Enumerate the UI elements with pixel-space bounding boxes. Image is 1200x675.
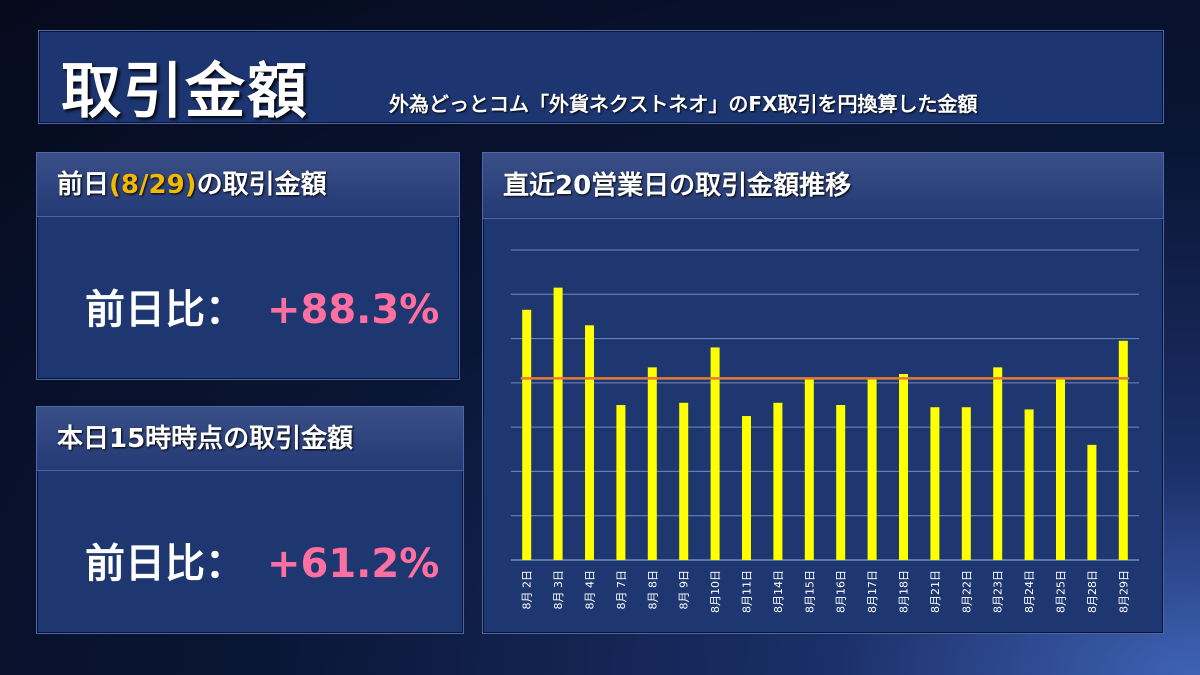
x-tick-label: 8月 3日 (552, 570, 565, 610)
x-tick-label: 8月10日 (709, 570, 722, 613)
bar (804, 378, 814, 560)
bar (647, 367, 657, 560)
bar (522, 309, 532, 560)
prev-day-label: 前日比： (85, 287, 245, 333)
x-tick-label: 8月 4日 (584, 570, 597, 610)
prev-day-heading-date: (8/29) (109, 170, 197, 200)
chart-heading: 直近20営業日の取引金額推移 (483, 153, 1163, 219)
x-tick-label: 8月22日 (960, 570, 973, 613)
today-label: 前日比： (85, 541, 245, 587)
x-tick-label: 8月 9日 (678, 570, 691, 610)
x-tick-label: 8月16日 (835, 570, 848, 613)
prev-day-heading: 前日(8/29)の取引金額 (37, 153, 459, 217)
bar (1087, 444, 1097, 560)
x-tick-label: 8月21日 (929, 570, 942, 613)
x-tick-label: 8月 2日 (521, 570, 534, 610)
header-panel: 取引金額 外為どっとコム「外貨ネクストネオ」のFX取引を円換算した金額 (38, 30, 1164, 127)
bar (616, 405, 626, 560)
page-title: 取引金額 (61, 57, 309, 127)
bar (742, 416, 751, 560)
x-tick-label: 8月23日 (992, 570, 1005, 613)
page-subtitle: 外為どっとコム「外貨ネクストネオ」のFX取引を円換算した金額 (389, 92, 978, 116)
bar (930, 407, 940, 560)
prev-day-panel: 前日(8/29)の取引金額 前日比： +88.3% (36, 152, 460, 380)
x-tick-label: 8月14日 (772, 570, 785, 613)
x-tick-label: 8月25日 (1055, 570, 1068, 613)
bar (993, 367, 1003, 560)
chart-panel: 直近20営業日の取引金額推移 8月 2日 8月 3日 8月 4日 8月 7日 8月 8日… (482, 152, 1164, 634)
today-panel: 本日15時時点の取引金額 前日比： +61.2% (36, 406, 464, 634)
bar (836, 405, 846, 560)
bar (1118, 340, 1128, 560)
prev-day-heading-pre: 前日 (57, 170, 110, 200)
today-value: +61.2% (267, 541, 440, 587)
today-heading: 本日15時時点の取引金額 (37, 407, 463, 471)
today-stat: 前日比： +61.2% (85, 531, 439, 589)
bar-chart: 8月 2日 8月 3日 8月 4日 8月 7日 8月 8日 8月 9日 8月10日 8月11日… (511, 249, 1139, 613)
x-tick-label: 8月11日 (741, 570, 754, 613)
bar (961, 407, 971, 560)
bar (1024, 409, 1034, 560)
bar (710, 347, 720, 560)
prev-day-stat: 前日比： +88.3% (85, 277, 439, 335)
bar (585, 325, 594, 560)
bar (553, 287, 563, 560)
bar (899, 374, 908, 560)
x-tick-label: 8月 8日 (646, 570, 659, 610)
x-tick-label: 8月17日 (866, 570, 879, 613)
x-tick-label: 8月29日 (1117, 570, 1130, 613)
x-tick-label: 8月 7日 (615, 570, 628, 610)
prev-day-value: +88.3% (267, 287, 440, 333)
x-tick-label: 8月24日 (1023, 570, 1036, 613)
bar (679, 402, 689, 560)
bar (773, 402, 783, 560)
x-tick-label: 8月18日 (898, 570, 911, 613)
x-tick-label: 8月15日 (803, 570, 816, 613)
bar (867, 378, 877, 560)
x-tick-label: 8月28日 (1086, 570, 1099, 613)
prev-day-heading-post: の取引金額 (196, 170, 327, 200)
bar (1056, 378, 1065, 560)
